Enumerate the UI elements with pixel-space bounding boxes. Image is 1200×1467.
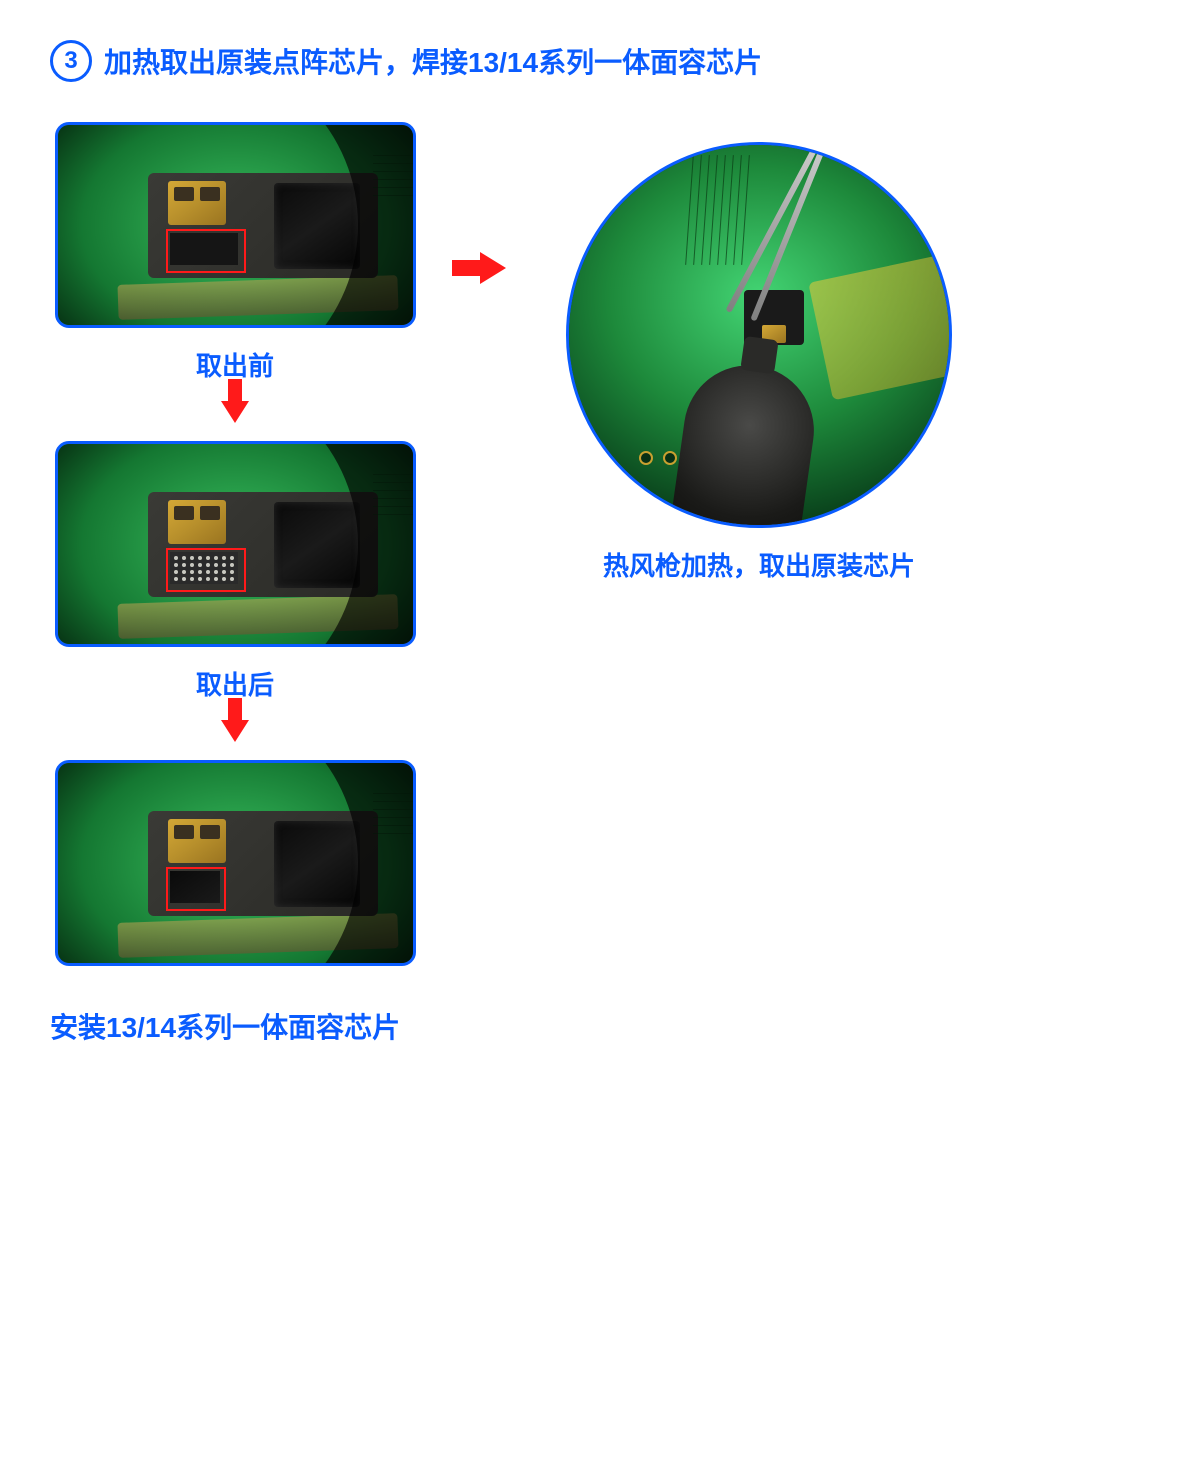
- right-column: 热风枪加热，取出原装芯片: [566, 142, 952, 583]
- caption-after: 取出后: [196, 665, 274, 702]
- pcb-image-before: [55, 122, 416, 328]
- caption-before: 取出前: [196, 346, 274, 383]
- caption-heatgun: 热风枪加热，取出原装芯片: [603, 546, 915, 583]
- step-title: 3 加热取出原装点阵芯片，焊接13/14系列一体面容芯片: [50, 40, 1150, 82]
- highlight-box: [166, 867, 226, 911]
- pcb-image-after: [55, 441, 416, 647]
- heat-gun-detail-image: [566, 142, 952, 528]
- arrow-right-icon: [480, 252, 506, 284]
- step-number-badge: 3: [50, 40, 92, 82]
- arrow-down-icon: [221, 720, 249, 742]
- arrow-down-icon: [221, 401, 249, 423]
- highlight-box: [166, 548, 246, 592]
- highlight-box: [166, 229, 246, 273]
- bottom-caption: 安装13/14系列一体面容芯片: [50, 1006, 1150, 1046]
- step-title-text: 加热取出原装点阵芯片，焊接13/14系列一体面容芯片: [104, 41, 762, 81]
- main-layout: 取出前 取出后: [50, 122, 1150, 966]
- left-column: 取出前 取出后: [50, 122, 420, 966]
- pcb-image-installed: [55, 760, 416, 966]
